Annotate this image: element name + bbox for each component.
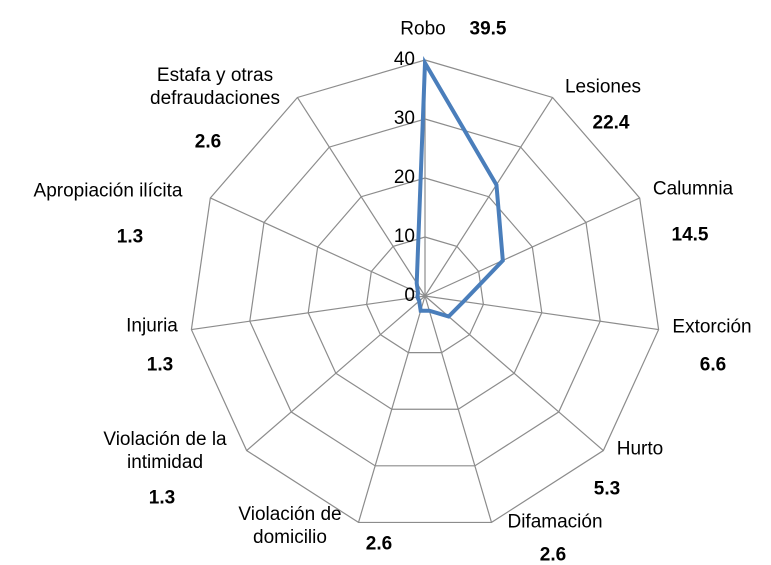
- grid-ring: [365, 236, 485, 354]
- category-label: Injuria: [126, 315, 178, 337]
- value-label: 1.3: [116, 226, 144, 248]
- value-label: 2.6: [194, 131, 222, 153]
- spoke: [424, 295, 604, 452]
- category-label: Estafa y otras defraudaciones: [150, 65, 280, 109]
- value-label: 39.5: [469, 18, 507, 40]
- category-label: Extorción: [672, 316, 752, 338]
- category-label: Hurto: [616, 438, 664, 460]
- spoke: [246, 295, 426, 452]
- y-tick-label: 40: [394, 49, 415, 70]
- spoke: [424, 197, 640, 297]
- category-label: Calumnia: [652, 178, 734, 200]
- value-label: 14.5: [671, 224, 709, 246]
- y-tick-label: 0: [404, 285, 415, 306]
- category-label: Apropiación ilícita: [33, 180, 183, 202]
- spoke: [424, 295, 659, 331]
- grid-ring: [190, 59, 660, 524]
- category-label: Lesiones: [564, 76, 642, 98]
- spoke: [424, 97, 554, 297]
- category-label: Violación de la intimidad: [103, 429, 227, 473]
- category-label: Difamación: [507, 511, 603, 533]
- value-label: 2.6: [539, 544, 567, 565]
- value-label: 22.4: [592, 112, 630, 134]
- category-label: Violación de domicilio: [238, 504, 342, 548]
- grid-ring: [307, 177, 543, 410]
- spoke: [357, 295, 426, 523]
- data-line: [414, 56, 505, 319]
- spoke: [424, 295, 493, 523]
- value-label: 1.3: [148, 487, 176, 509]
- y-tick-label: 20: [394, 167, 415, 188]
- category-label: Robo: [400, 18, 446, 40]
- value-label: 1.3: [146, 354, 174, 376]
- value-label: 5.3: [593, 478, 621, 500]
- y-tick-label: 30: [394, 108, 415, 129]
- spoke: [296, 97, 426, 297]
- y-tick-label: 10: [394, 226, 415, 247]
- value-label: 2.6: [365, 533, 393, 555]
- spoke: [191, 295, 426, 331]
- value-label: 6.6: [699, 354, 727, 376]
- spoke: [210, 197, 426, 297]
- grid-ring: [249, 118, 601, 467]
